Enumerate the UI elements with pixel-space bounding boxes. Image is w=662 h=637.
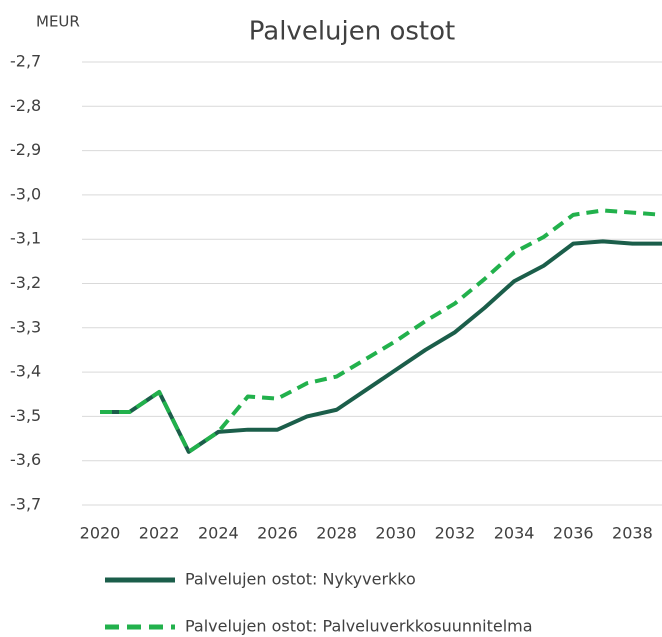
- y-axis-label: MEUR: [36, 13, 80, 31]
- x-tick-label: 2028: [316, 524, 357, 543]
- x-tick-label: 2030: [375, 524, 416, 543]
- legend-label: Palvelujen ostot: Palveluverkkosuunnitel…: [185, 617, 533, 636]
- x-tick-label: 2032: [435, 524, 476, 543]
- y-tick-label: -2,7: [10, 52, 41, 71]
- y-tick-label: -3,3: [10, 317, 41, 336]
- y-tick-label: -3,2: [10, 273, 41, 292]
- x-tick-label: 2024: [198, 524, 239, 543]
- y-tick-label: -3,1: [10, 229, 41, 248]
- x-tick-label: 2038: [612, 524, 653, 543]
- x-tick-label: 2036: [553, 524, 594, 543]
- y-tick-label: -2,9: [10, 140, 41, 159]
- y-tick-label: -3,4: [10, 362, 41, 381]
- x-tick-label: 2022: [139, 524, 180, 543]
- y-tick-label: -3,0: [10, 184, 41, 203]
- series-line: [100, 208, 662, 454]
- series-line: [100, 239, 662, 454]
- y-tick-label: -2,8: [10, 96, 41, 115]
- y-tick-label: -3,5: [10, 406, 41, 425]
- chart-title: Palvelujen ostot: [249, 17, 455, 47]
- legend-label: Palvelujen ostot: Nykyverkko: [185, 570, 416, 589]
- x-tick-label: 2020: [80, 524, 121, 543]
- y-tick-label: -3,6: [10, 450, 41, 469]
- x-tick-label: 2034: [494, 524, 535, 543]
- x-tick-label: 2026: [257, 524, 298, 543]
- y-tick-label: -3,7: [10, 495, 41, 514]
